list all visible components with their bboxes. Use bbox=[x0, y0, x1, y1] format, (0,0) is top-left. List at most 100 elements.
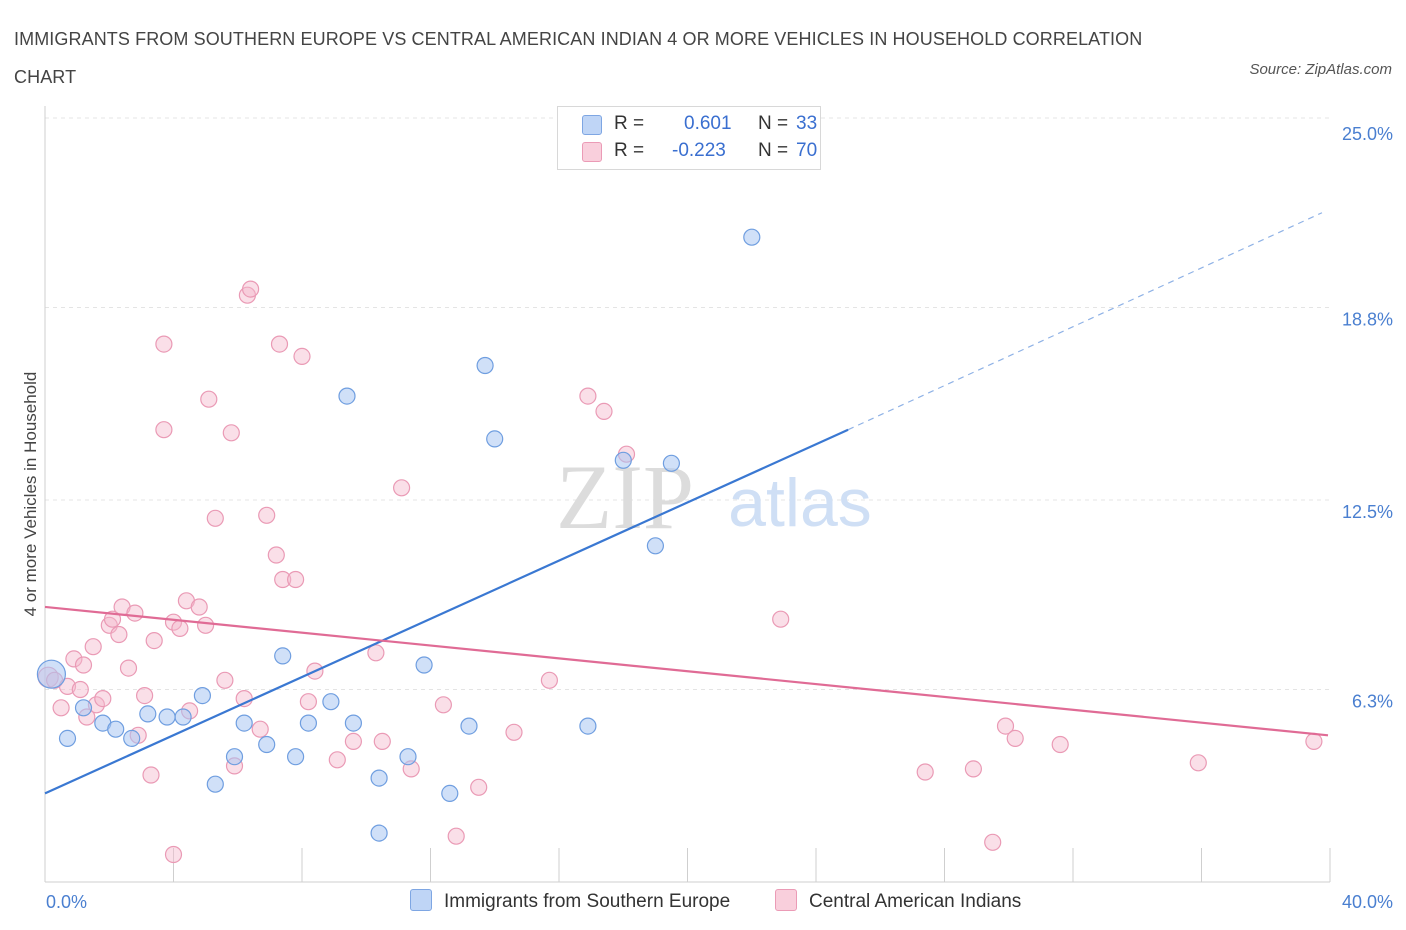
point-central-american bbox=[155, 421, 173, 439]
point-central-american bbox=[110, 625, 128, 644]
point-southern-europe bbox=[206, 775, 224, 793]
point-central-american bbox=[299, 693, 317, 711]
y-tick-label: 6.3% bbox=[1352, 691, 1393, 711]
legend-swatch-blue bbox=[582, 115, 602, 135]
point-central-american bbox=[206, 509, 224, 527]
point-central-american bbox=[171, 619, 189, 638]
point-central-american bbox=[916, 763, 934, 781]
legend-swatch-pink bbox=[775, 889, 797, 911]
point-central-american bbox=[344, 732, 362, 751]
point-southern-europe bbox=[486, 430, 504, 448]
point-central-american bbox=[145, 631, 163, 650]
point-central-american bbox=[258, 506, 276, 524]
point-central-american bbox=[595, 402, 613, 420]
r-value: 0.601 bbox=[684, 113, 732, 134]
point-southern-europe bbox=[662, 454, 681, 472]
point-southern-europe bbox=[258, 735, 276, 754]
point-central-american bbox=[274, 570, 292, 589]
chart-title: IMMIGRANTS FROM SOUTHERN EUROPE VS CENTR… bbox=[14, 29, 1143, 87]
data-points bbox=[36, 228, 1323, 864]
trend-extension-southern-europe bbox=[847, 212, 1323, 431]
x-tick-label: 0.0% bbox=[46, 892, 87, 912]
n-label: N = bbox=[758, 140, 789, 161]
point-southern-europe bbox=[476, 356, 494, 375]
point-southern-europe bbox=[107, 720, 125, 738]
watermark-atlas: atlas bbox=[728, 465, 872, 541]
point-central-american bbox=[984, 833, 1002, 851]
correlation-legend: R = 0.601 N = 33 R = -0.223 N = 70 bbox=[557, 106, 821, 170]
n-value: 33 bbox=[796, 113, 818, 134]
point-central-american bbox=[164, 845, 183, 864]
legend-swatch-pink bbox=[582, 142, 602, 162]
point-central-american bbox=[190, 598, 208, 616]
point-central-american bbox=[373, 732, 391, 751]
point-southern-europe bbox=[158, 708, 176, 726]
point-central-american bbox=[540, 671, 559, 689]
point-southern-europe bbox=[441, 784, 459, 803]
point-central-american bbox=[136, 686, 154, 705]
point-central-american bbox=[216, 671, 234, 689]
point-southern-europe bbox=[579, 717, 597, 735]
point-southern-europe bbox=[287, 748, 305, 766]
point-southern-europe bbox=[139, 705, 157, 723]
y-tick-label: 25.0% bbox=[1342, 124, 1393, 144]
point-central-american bbox=[94, 689, 112, 708]
point-southern-europe bbox=[344, 714, 362, 732]
point-central-american bbox=[1051, 735, 1069, 754]
legend-item-central-american: Central American Indians bbox=[775, 889, 1021, 913]
point-southern-europe bbox=[174, 708, 192, 726]
point-southern-europe bbox=[743, 228, 761, 246]
point-southern-europe bbox=[322, 693, 340, 711]
point-central-american bbox=[65, 650, 83, 668]
grid bbox=[45, 117, 1330, 690]
point-central-american bbox=[393, 479, 411, 497]
point-central-american bbox=[242, 280, 260, 298]
trend-lines bbox=[44, 212, 1329, 795]
point-central-american bbox=[58, 677, 77, 696]
point-southern-europe bbox=[370, 769, 388, 787]
axes bbox=[44, 106, 1331, 883]
point-central-american bbox=[84, 638, 102, 656]
point-southern-europe bbox=[299, 714, 317, 732]
r-label: R = bbox=[614, 113, 645, 134]
source-label: Source: ZipAtlas.com bbox=[1249, 61, 1392, 78]
point-central-american bbox=[1305, 732, 1323, 751]
point-central-american bbox=[1006, 729, 1024, 748]
point-central-american bbox=[293, 347, 311, 365]
point-southern-europe bbox=[646, 537, 665, 555]
n-label: N = bbox=[758, 113, 789, 134]
point-central-american bbox=[579, 387, 597, 405]
point-central-american bbox=[964, 760, 983, 778]
point-southern-europe bbox=[193, 686, 211, 705]
point-southern-europe bbox=[36, 659, 67, 689]
point-central-american bbox=[155, 335, 173, 353]
tick-labels: 6.3% 12.5% 18.8% 25.0% 0.0% 40.0% bbox=[46, 124, 1393, 912]
point-central-american bbox=[1189, 754, 1207, 772]
trend-line-central-american bbox=[44, 605, 1329, 737]
watermark: ZIP atlas bbox=[556, 446, 872, 548]
legend-swatch-blue bbox=[410, 889, 432, 911]
point-central-american bbox=[251, 720, 269, 738]
point-central-american bbox=[367, 644, 385, 662]
point-central-american bbox=[52, 699, 70, 717]
point-southern-europe bbox=[235, 714, 253, 732]
point-southern-europe bbox=[274, 647, 292, 665]
point-southern-europe bbox=[58, 729, 77, 748]
point-central-american bbox=[142, 766, 160, 784]
r-value: -0.223 bbox=[672, 140, 726, 161]
r-label: R = bbox=[614, 140, 645, 161]
point-central-american bbox=[270, 335, 289, 353]
point-southern-europe bbox=[399, 748, 417, 766]
point-central-american bbox=[996, 717, 1015, 735]
point-central-american bbox=[772, 610, 790, 628]
point-southern-europe bbox=[460, 717, 478, 735]
x-tick-label: 40.0% bbox=[1342, 892, 1393, 912]
point-central-american bbox=[267, 546, 285, 564]
point-central-american bbox=[71, 680, 89, 699]
point-southern-europe bbox=[370, 824, 388, 842]
point-southern-europe bbox=[225, 748, 244, 766]
point-central-american bbox=[200, 390, 218, 408]
point-central-american bbox=[119, 659, 138, 677]
point-southern-europe bbox=[415, 656, 433, 674]
